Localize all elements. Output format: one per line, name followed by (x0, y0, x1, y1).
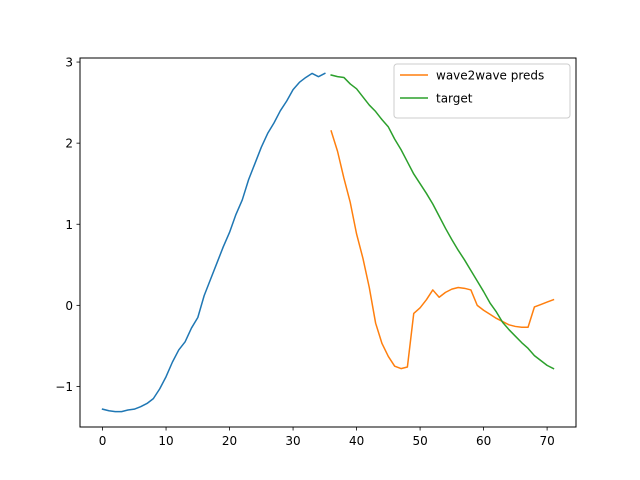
x-tick-label: 60 (476, 434, 491, 448)
legend-box (393, 63, 571, 119)
x-tick-label: 20 (222, 434, 237, 448)
x-tick-label: 30 (285, 434, 300, 448)
series-lines (101, 72, 555, 413)
y-axis: −1 0 1 2 3 (55, 56, 80, 394)
legend: wave2wave preds target (393, 63, 571, 119)
x-tick-label: 50 (412, 434, 427, 448)
series-line-0 (101, 72, 326, 413)
x-axis: 0 10 20 30 40 50 60 70 (99, 427, 555, 448)
x-tick-label: 70 (539, 434, 554, 448)
x-tick-label: 10 (158, 434, 173, 448)
legend-label: wave2wave preds (436, 69, 544, 83)
y-tick-label: 0 (65, 299, 73, 313)
y-tick-label: 2 (65, 137, 73, 151)
y-tick-label: 3 (65, 56, 73, 70)
legend-label: target (436, 92, 473, 106)
y-tick-label: −1 (55, 380, 73, 394)
x-tick-label: 40 (349, 434, 364, 448)
y-tick-label: 1 (65, 218, 73, 232)
series-line-1 (330, 130, 555, 370)
plot-frame (79, 57, 577, 428)
series-line-2 (330, 74, 555, 370)
x-tick-label: 0 (99, 434, 107, 448)
